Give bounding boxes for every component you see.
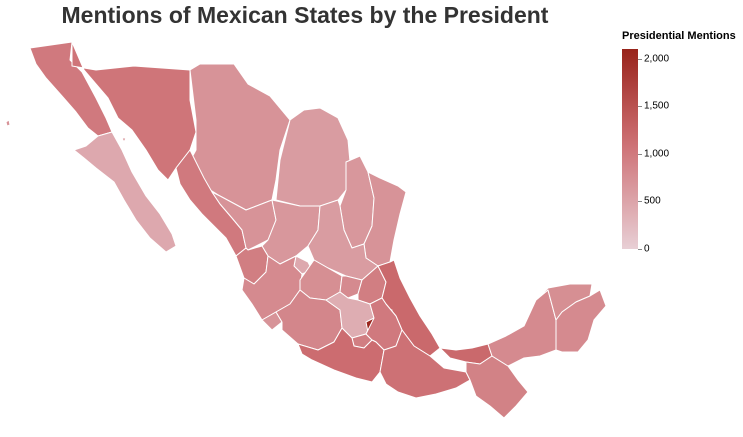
state-quintana-roo: [555, 289, 607, 353]
legend-tick-label: 2,000: [644, 53, 670, 65]
state-campeche: [487, 289, 557, 367]
legend-tick-mark: [638, 58, 642, 60]
legend-tick-mark: [638, 106, 642, 108]
chart-title: Mentions of Mexican States by the Presid…: [61, 2, 549, 28]
legend-tick-mark: [638, 249, 642, 250]
legend-tick-label: 1,000: [644, 148, 670, 160]
state-baja-california-sur: [73, 131, 177, 253]
state-chiapas: [465, 355, 529, 419]
state-sonora: [71, 41, 197, 181]
legend-tick-mark: [638, 201, 642, 203]
mexico-choropleth-map: [5, 41, 607, 419]
legend-tick-label: 0: [644, 243, 650, 255]
legend-tick-mark: [638, 153, 642, 155]
state-durango: [211, 191, 277, 251]
island-2: [121, 137, 127, 143]
state-guerrero: [297, 327, 385, 383]
legend-title: Presidential Mentions: [622, 30, 736, 42]
legend-tick-label: 1,500: [644, 100, 670, 112]
color-legend: Presidential Mentions 0 500 1,000 1,500 2,00…: [622, 30, 743, 260]
island-1: [5, 119, 11, 127]
legend-gradient-bar: [622, 49, 638, 249]
state-jalisco: [241, 255, 303, 321]
legend-tick-label: 500: [644, 195, 661, 207]
